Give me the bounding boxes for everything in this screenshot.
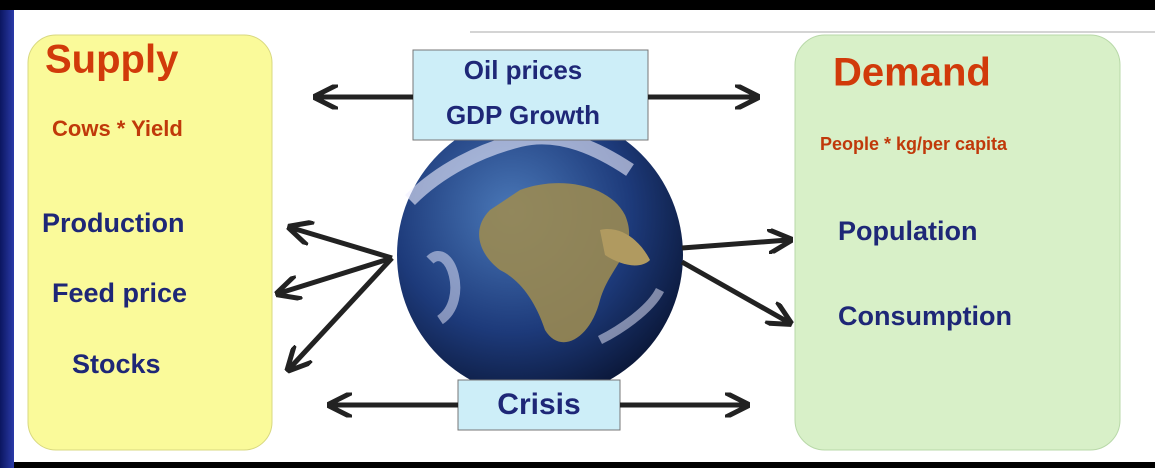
left-strip: [0, 10, 14, 468]
supply-title: Supply: [45, 38, 179, 82]
demand-title: Demand: [833, 51, 991, 95]
demand-item: Population: [838, 216, 977, 246]
globe: [397, 112, 683, 398]
crisis-box: [457, 379, 621, 431]
demand-formula: People * kg/per capita: [820, 134, 1008, 154]
demand-box: [794, 34, 1121, 451]
arrows: [280, 97, 788, 405]
supply-box: [27, 34, 273, 451]
supply-item: Stocks: [72, 349, 161, 379]
drivers-box: [412, 49, 649, 141]
supply-formula: Cows * Yield: [52, 116, 183, 141]
driver: Oil prices: [464, 55, 583, 85]
supply-item: Feed price: [52, 278, 187, 308]
demand-item: Consumption: [838, 301, 1012, 331]
driver: GDP Growth: [446, 100, 600, 130]
crisis: Crisis: [497, 388, 580, 421]
supply-item: Production: [42, 208, 185, 238]
